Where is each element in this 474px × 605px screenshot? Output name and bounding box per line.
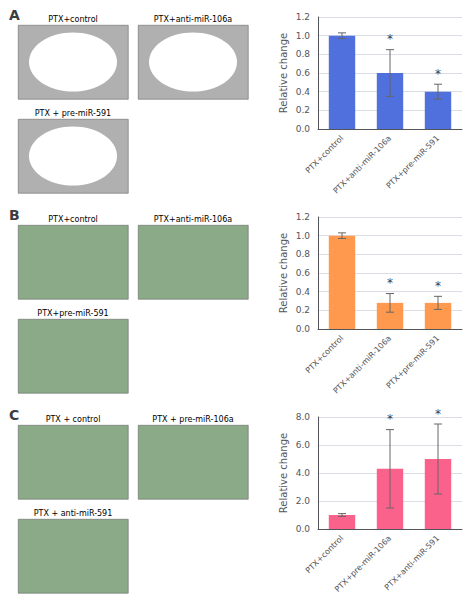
svg-text:1.2: 1.2 bbox=[296, 212, 310, 222]
svg-text:PTX + pre-miR-591: PTX + pre-miR-591 bbox=[35, 109, 111, 118]
svg-text:PTX + anti-miR-591: PTX + anti-miR-591 bbox=[34, 509, 113, 518]
svg-text:*: * bbox=[387, 276, 393, 290]
svg-text:1.2: 1.2 bbox=[296, 12, 310, 22]
svg-text:1.0: 1.0 bbox=[296, 231, 311, 241]
svg-text:*: * bbox=[387, 412, 393, 426]
svg-text:PTX+pre-miR-591: PTX+pre-miR-591 bbox=[384, 334, 441, 391]
svg-text:0.2: 0.2 bbox=[296, 105, 310, 115]
svg-text:PTX+control: PTX+control bbox=[48, 15, 98, 24]
svg-text:PTX+anti-miR-106a: PTX+anti-miR-106a bbox=[154, 15, 233, 24]
svg-text:6.0: 6.0 bbox=[296, 440, 311, 450]
svg-text:*: * bbox=[435, 407, 441, 421]
svg-text:0.0: 0.0 bbox=[296, 124, 311, 134]
svg-text:PTX+control: PTX+control bbox=[304, 134, 345, 175]
svg-text:8.0: 8.0 bbox=[296, 412, 311, 422]
svg-text:0.8: 0.8 bbox=[296, 49, 311, 59]
svg-text:0.8: 0.8 bbox=[296, 249, 311, 259]
svg-text:PTX+control: PTX+control bbox=[304, 534, 345, 575]
svg-text:PTX+anti-miR-591: PTX+anti-miR-591 bbox=[383, 534, 441, 592]
svg-text:PTX+control: PTX+control bbox=[48, 215, 98, 224]
svg-text:PTX+anti-miR-106a: PTX+anti-miR-106a bbox=[331, 134, 393, 196]
svg-text:*: * bbox=[435, 279, 441, 293]
svg-text:B: B bbox=[9, 207, 20, 223]
svg-text:*: * bbox=[435, 67, 441, 81]
svg-text:Relative change: Relative change bbox=[278, 33, 289, 113]
svg-text:4.0: 4.0 bbox=[296, 468, 311, 478]
svg-text:PTX + control: PTX + control bbox=[46, 415, 101, 424]
svg-text:PTX + pre-miR-106a: PTX + pre-miR-106a bbox=[152, 415, 233, 424]
svg-text:PTX+control: PTX+control bbox=[304, 334, 345, 375]
svg-text:PTX+pre-miR-591: PTX+pre-miR-591 bbox=[37, 309, 108, 318]
svg-text:PTX+pre-miR-591: PTX+pre-miR-591 bbox=[384, 134, 441, 191]
svg-text:0.4: 0.4 bbox=[296, 87, 311, 97]
svg-text:C: C bbox=[9, 407, 19, 423]
svg-text:PTX+anti-miR-106a: PTX+anti-miR-106a bbox=[331, 334, 393, 396]
svg-text:Relative change: Relative change bbox=[278, 233, 289, 313]
svg-text:A: A bbox=[9, 7, 20, 23]
svg-text:0.0: 0.0 bbox=[296, 524, 311, 534]
svg-text:PTX+anti-miR-106a: PTX+anti-miR-106a bbox=[154, 215, 233, 224]
svg-text:0.0: 0.0 bbox=[296, 324, 311, 334]
svg-text:0.4: 0.4 bbox=[296, 287, 311, 297]
svg-text:0.6: 0.6 bbox=[296, 68, 311, 78]
svg-text:Relative change: Relative change bbox=[278, 433, 289, 513]
svg-text:0.6: 0.6 bbox=[296, 268, 311, 278]
svg-text:1.0: 1.0 bbox=[296, 31, 311, 41]
svg-text:2.0: 2.0 bbox=[296, 496, 311, 506]
svg-text:PTX+pre-miR-106a: PTX+pre-miR-106a bbox=[333, 533, 394, 594]
svg-text:0.2: 0.2 bbox=[296, 305, 310, 315]
svg-text:*: * bbox=[387, 32, 393, 46]
